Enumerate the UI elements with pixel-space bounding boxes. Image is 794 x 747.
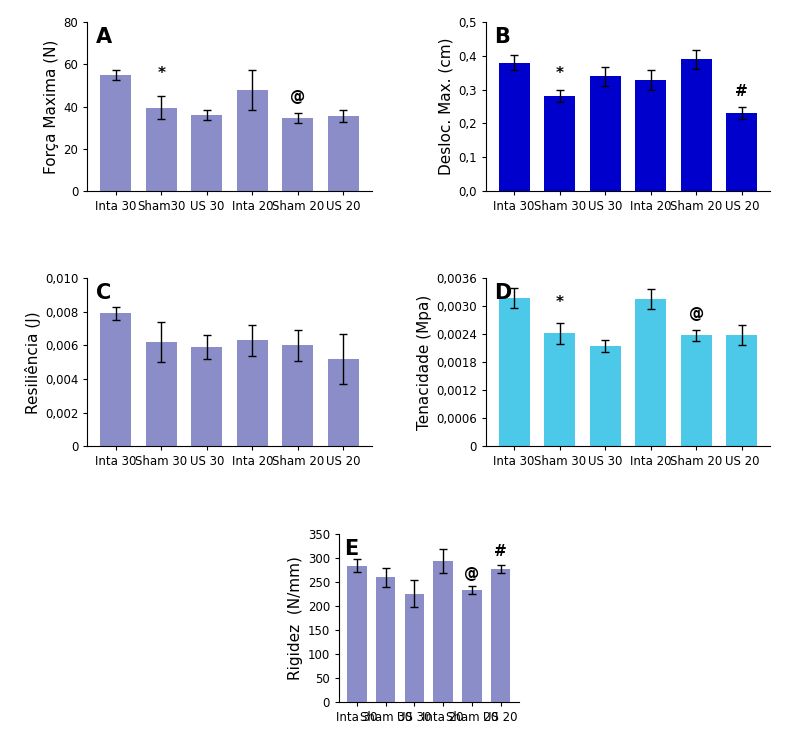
- Bar: [100, 75, 131, 190]
- Bar: [146, 108, 177, 190]
- Text: @: @: [464, 565, 480, 580]
- Text: #: #: [735, 84, 748, 99]
- Text: B: B: [494, 28, 510, 48]
- Bar: [347, 565, 367, 702]
- Bar: [590, 346, 621, 447]
- Bar: [237, 341, 268, 447]
- Bar: [544, 333, 575, 447]
- Text: *: *: [556, 66, 564, 81]
- Bar: [434, 561, 453, 702]
- Bar: [283, 345, 314, 447]
- Bar: [635, 300, 666, 447]
- Y-axis label: Tenacidade (Mpa): Tenacidade (Mpa): [417, 294, 432, 430]
- Text: D: D: [494, 283, 511, 303]
- Bar: [680, 60, 711, 190]
- Y-axis label: Rigidez  (N/mm): Rigidez (N/mm): [288, 556, 303, 680]
- Bar: [100, 314, 131, 447]
- Bar: [328, 116, 359, 190]
- Text: *: *: [556, 295, 564, 310]
- Bar: [491, 569, 511, 702]
- Bar: [237, 90, 268, 190]
- Text: @: @: [688, 306, 703, 321]
- Bar: [680, 335, 711, 447]
- Text: #: #: [495, 545, 507, 560]
- Bar: [499, 63, 530, 190]
- Y-axis label: Desloc. Max. (cm): Desloc. Max. (cm): [439, 38, 454, 176]
- Text: C: C: [96, 283, 111, 303]
- Bar: [635, 80, 666, 190]
- Bar: [146, 342, 177, 447]
- Bar: [191, 115, 222, 190]
- Bar: [544, 96, 575, 190]
- Bar: [727, 335, 757, 447]
- Bar: [590, 76, 621, 190]
- Bar: [283, 118, 314, 190]
- Bar: [462, 590, 482, 702]
- Bar: [499, 298, 530, 447]
- Bar: [727, 113, 757, 190]
- Text: A: A: [96, 28, 112, 48]
- Bar: [376, 577, 395, 702]
- Text: E: E: [345, 539, 359, 559]
- Y-axis label: Resiliência (J): Resiliência (J): [25, 311, 40, 414]
- Y-axis label: Força Maxima (N): Força Maxima (N): [44, 40, 60, 174]
- Bar: [328, 359, 359, 447]
- Text: @: @: [291, 90, 306, 105]
- Text: *: *: [157, 66, 165, 81]
- Bar: [191, 347, 222, 447]
- Bar: [405, 594, 424, 702]
